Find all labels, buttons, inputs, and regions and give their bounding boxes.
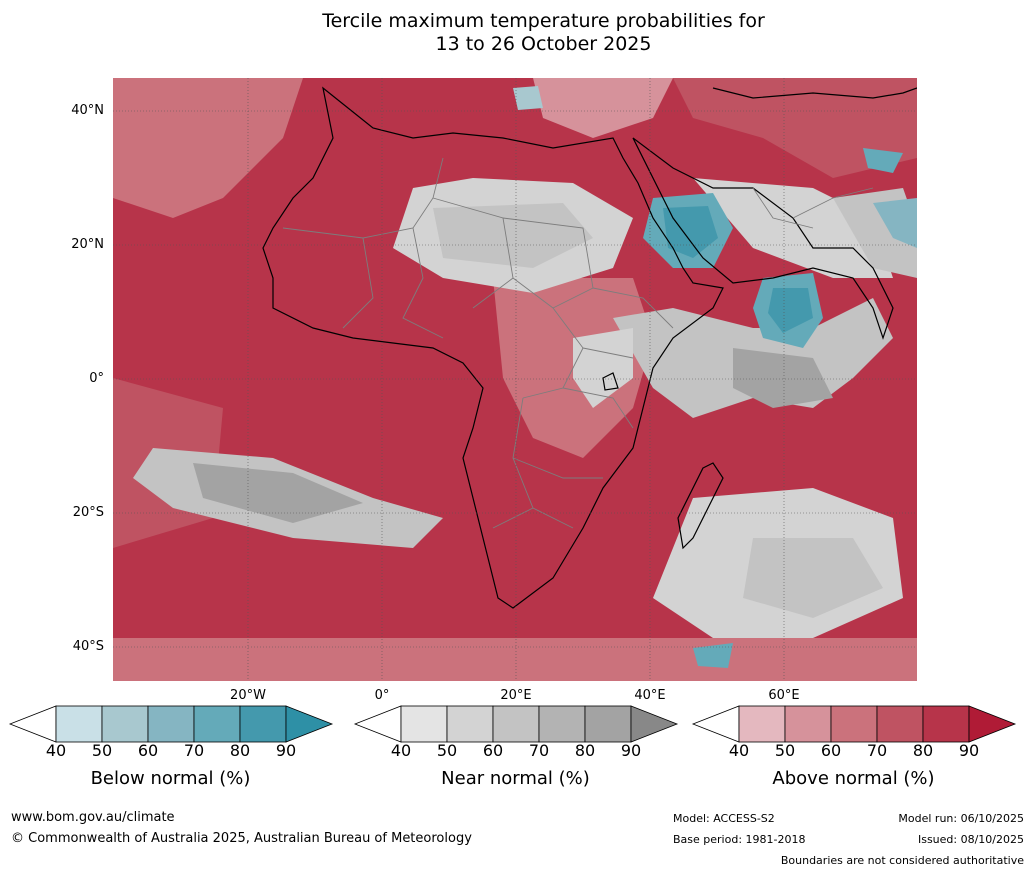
- near-normal-fields: [133, 178, 917, 638]
- near-segment-3: [492, 705, 540, 743]
- country-borders: [282, 157, 874, 529]
- below-tick-80: 80: [229, 741, 251, 760]
- near-tick-60: 60: [482, 741, 504, 760]
- above-segment-5: [922, 705, 970, 743]
- near-tick-90: 90: [620, 741, 642, 760]
- near-tick-50: 50: [436, 741, 458, 760]
- title-line-2: 13 to 26 October 2025: [435, 33, 652, 55]
- below-normal-label: Below normal (%): [90, 768, 251, 789]
- lat-label-20s: 20°S: [72, 505, 104, 520]
- near-segment-1: [400, 705, 448, 743]
- colorbar-below-normal-svg: [8, 705, 334, 743]
- below-segment-5: [239, 705, 287, 743]
- colorbar-near-normal-svg: [353, 705, 679, 743]
- above-segment-3: [830, 705, 878, 743]
- near-segment-5: [584, 705, 632, 743]
- near-tick-80: 80: [574, 741, 596, 760]
- below-tick-90: 90: [275, 741, 297, 760]
- lat-label-40s: 40°S: [72, 639, 104, 654]
- below-segment-4: [193, 705, 241, 743]
- above-extend-low: [691, 705, 740, 743]
- above-segment-2: [784, 705, 832, 743]
- above-normal-label: Above normal (%): [772, 768, 935, 789]
- chart-title: Tercile maximum temperature probabilitie…: [0, 10, 1035, 56]
- below-segment-1: [55, 705, 103, 743]
- below-segment-3: [147, 705, 195, 743]
- below-tick-40: 40: [45, 741, 67, 760]
- colorbar-above-normal: [691, 705, 1017, 743]
- map-canvas: [113, 78, 917, 681]
- footer-base-period: Base period: 1981-2018: [673, 833, 806, 846]
- lat-label-0: 0°: [89, 371, 104, 386]
- above-segment-1: [738, 705, 786, 743]
- probability-map: [113, 78, 917, 681]
- colorbar-above-normal-svg: [691, 705, 1017, 743]
- footer-issued: Issued: 08/10/2025: [917, 833, 1024, 846]
- footer-disclaimer: Boundaries are not considered authoritat…: [780, 854, 1024, 867]
- lat-label-20n: 20°N: [71, 237, 104, 252]
- lon-label-0: 0°: [374, 688, 390, 703]
- below-extend-low: [8, 705, 57, 743]
- below-tick-70: 70: [183, 741, 205, 760]
- below-tick-50: 50: [91, 741, 113, 760]
- footer-url[interactable]: www.bom.gov.au/climate: [11, 810, 175, 825]
- near-normal-label: Near normal (%): [441, 768, 590, 789]
- footer-model-run: Model run: 06/10/2025: [898, 812, 1024, 825]
- above-tick-50: 50: [774, 741, 796, 760]
- below-segment-2: [101, 705, 149, 743]
- lon-label-40e: 40°E: [634, 688, 666, 703]
- above-tick-80: 80: [912, 741, 934, 760]
- near-extend-low: [353, 705, 402, 743]
- near-segment-2: [446, 705, 494, 743]
- near-extend-high: [630, 705, 679, 743]
- near-tick-70: 70: [528, 741, 550, 760]
- near-segment-4: [538, 705, 586, 743]
- colorbar-below-normal: [8, 705, 334, 743]
- below-normal-fields: [513, 86, 917, 668]
- title-line-1: Tercile maximum temperature probabilitie…: [322, 10, 765, 32]
- lat-label-40n: 40°N: [71, 103, 104, 118]
- near-tick-40: 40: [390, 741, 412, 760]
- footer-model: Model: ACCESS-S2: [673, 812, 775, 825]
- above-tick-90: 90: [958, 741, 980, 760]
- lon-label-20e: 20°E: [500, 688, 532, 703]
- lon-label-20w: 20°W: [230, 688, 266, 703]
- above-tick-40: 40: [728, 741, 750, 760]
- above-tick-60: 60: [820, 741, 842, 760]
- graticule: [113, 78, 917, 681]
- coastlines: [262, 86, 917, 609]
- above-tick-70: 70: [866, 741, 888, 760]
- colorbar-near-normal: [353, 705, 679, 743]
- above-segment-4: [876, 705, 924, 743]
- below-tick-60: 60: [137, 741, 159, 760]
- lon-label-60e: 60°E: [768, 688, 800, 703]
- footer-copyright: © Commonwealth of Australia 2025, Austra…: [11, 831, 472, 846]
- above-extend-high: [968, 705, 1017, 743]
- below-extend-high: [285, 705, 334, 743]
